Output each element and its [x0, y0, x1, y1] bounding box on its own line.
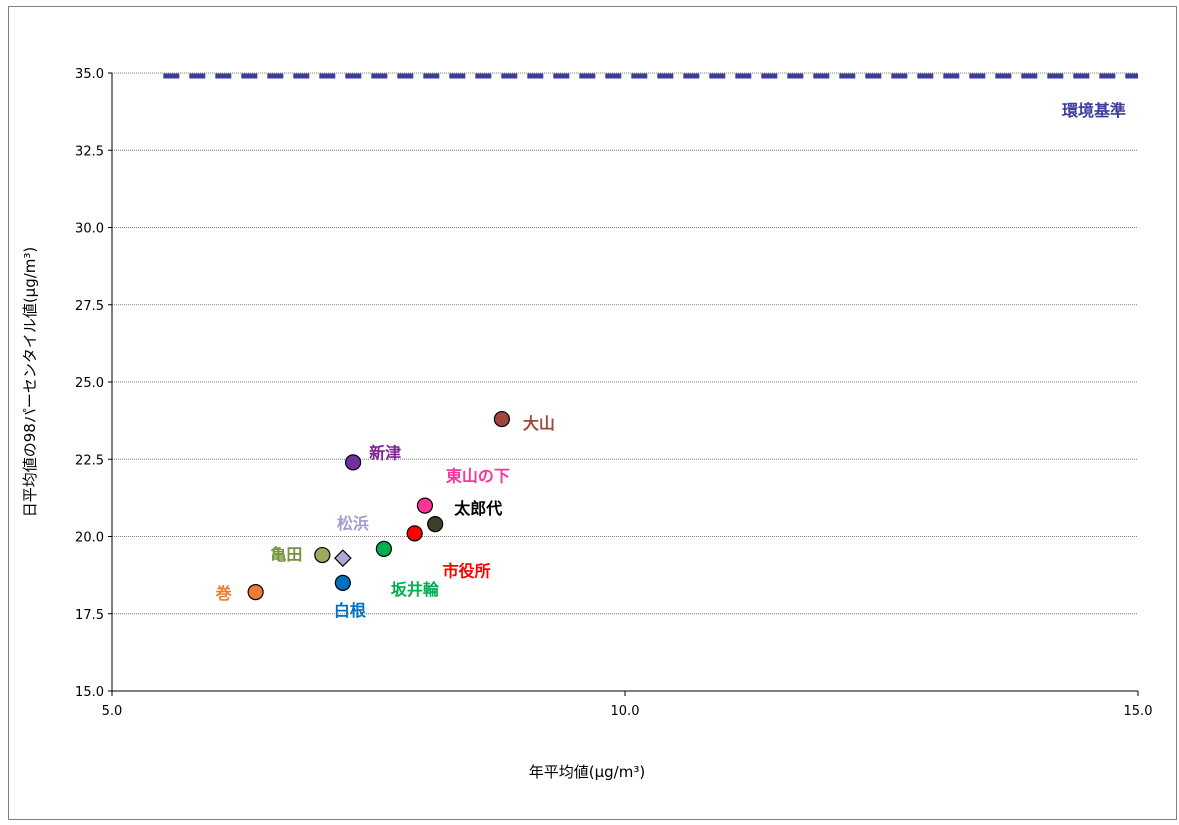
x-tick-label: 15.0	[1124, 704, 1153, 719]
point-label: 太郎代	[453, 499, 502, 518]
y-tick-label: 27.5	[75, 299, 104, 314]
y-tick-label: 30.0	[75, 222, 104, 237]
point-marker	[314, 546, 331, 564]
data-points	[247, 410, 510, 601]
point-label: 坂井輪	[391, 580, 440, 599]
point-marker	[427, 516, 444, 533]
point-label: 市役所	[443, 561, 491, 580]
chart-frame: 15.0 17.5 20.0 22.5 25.0 27.5 30.0 32.5 35.0 5.0 1…	[8, 6, 1177, 820]
tick-labels: 15.0 17.5 20.0 22.5 25.0 27.5 30.0 32.5 35.0 5.0 1…	[75, 67, 1152, 719]
point-marker	[375, 540, 392, 557]
point-marker	[493, 410, 510, 428]
scatter-chart: 15.0 17.5 20.0 22.5 25.0 27.5 30.0 32.5 35.0 5.0 1…	[21, 67, 1152, 781]
point-label: 白根	[334, 601, 366, 620]
point-label: 亀田	[270, 545, 302, 564]
point-label: 巻	[215, 584, 233, 603]
point-marker	[334, 549, 352, 567]
point-marker	[345, 454, 362, 471]
y-tick-label: 15.0	[75, 685, 104, 700]
y-tick-label: 32.5	[75, 144, 104, 159]
point-marker	[416, 497, 434, 514]
point-label: 松浜	[337, 514, 369, 533]
x-tick-label: 10.0	[611, 704, 640, 719]
y-tick-label: 25.0	[75, 376, 104, 391]
point-marker	[247, 584, 264, 601]
y-axis-title: 日平均値の98パーセンタイル値(μg/m³)	[21, 247, 39, 518]
point-marker	[334, 574, 351, 591]
y-tick-label: 35.0	[75, 67, 104, 82]
y-tick-label: 22.5	[75, 453, 104, 468]
point-label: 大山	[523, 414, 555, 433]
gridlines	[112, 72, 1138, 615]
x-axis-title: 年平均値(μg/m³)	[529, 763, 645, 781]
y-tick-label: 17.5	[75, 608, 104, 623]
point-marker	[406, 525, 423, 542]
x-tick-label: 5.0	[102, 704, 123, 719]
reference-line-group: 環境基準	[163, 73, 1138, 120]
reference-line-label: 環境基準	[1062, 101, 1126, 120]
point-label: 東山の下	[446, 467, 510, 486]
point-label: 新津	[369, 443, 401, 462]
y-tick-label: 20.0	[75, 531, 104, 546]
